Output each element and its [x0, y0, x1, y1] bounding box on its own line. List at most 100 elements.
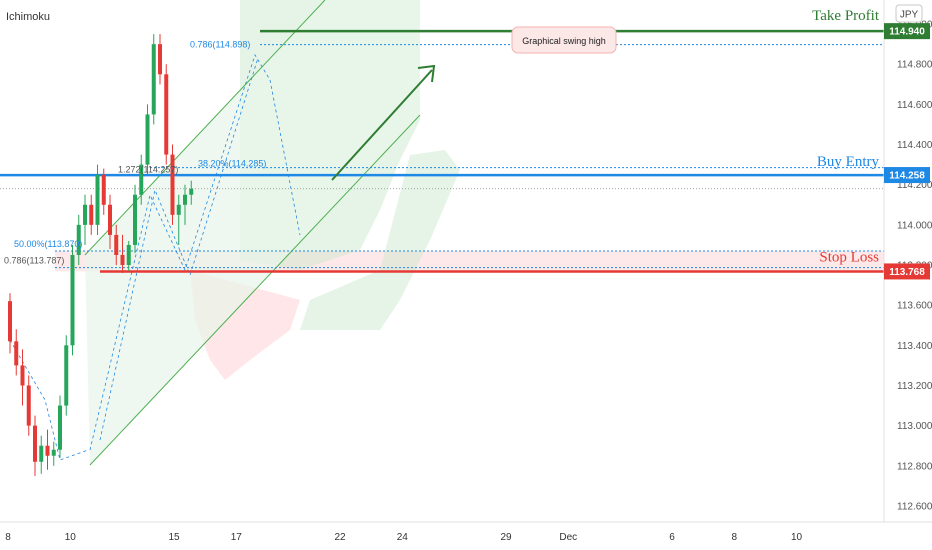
candle	[58, 395, 62, 458]
candle	[133, 184, 137, 253]
candle	[83, 194, 87, 245]
y-tick-label: 113.400	[897, 341, 932, 352]
candle-body	[64, 345, 69, 406]
candle-body	[76, 224, 81, 255]
fib-drawing-lines	[9, 54, 301, 461]
x-tick-label: 22	[334, 532, 346, 543]
y-tick-label: 112.600	[897, 501, 932, 512]
candle-body	[83, 204, 87, 225]
candle	[39, 435, 44, 474]
candle	[189, 180, 194, 205]
x-tick-label: Dec	[559, 532, 577, 543]
candle	[64, 335, 69, 416]
candle	[14, 329, 19, 376]
y-axis[interactable]: 115.000114.800114.600114.400114.200114.0…	[883, 0, 932, 522]
fib-label: 38.20%(114.285)	[198, 159, 266, 169]
x-tick-label: 6	[669, 532, 675, 543]
candle	[95, 164, 100, 235]
candle-body	[151, 44, 156, 115]
candle-body	[183, 194, 187, 205]
candles	[8, 34, 194, 476]
candle	[170, 144, 175, 225]
x-tick-label: 10	[65, 532, 77, 543]
candle	[158, 34, 162, 85]
candle-body	[8, 301, 12, 342]
fib-dashed-path-2	[99, 57, 259, 441]
candle	[151, 34, 156, 125]
candle-body	[133, 194, 137, 245]
y-tick-label: 113.000	[897, 421, 932, 432]
channel-lower-line	[89, 114, 421, 466]
indicator-label: Ichimoku	[6, 11, 50, 23]
x-tick-label: 15	[168, 532, 180, 543]
stop-loss-label: Stop Loss	[819, 249, 879, 265]
x-tick-label: 17	[231, 532, 243, 543]
candle-body	[108, 204, 112, 235]
candle-body	[26, 385, 31, 426]
candle	[126, 240, 131, 272]
currency-badge[interactable]: JPY	[895, 4, 923, 23]
candle	[139, 154, 144, 205]
regression-channel	[84, 0, 421, 466]
stop-loss-price-tag	[884, 263, 930, 280]
candle-body	[58, 405, 62, 450]
candle	[145, 104, 150, 175]
candle-body	[20, 365, 25, 386]
y-tick-label: 114.000	[897, 220, 932, 231]
y-tick-label: 113.600	[897, 301, 932, 312]
candle-body	[145, 114, 150, 165]
currency-label: JPY	[900, 10, 919, 21]
channel-fill	[85, 0, 420, 465]
cloud-green-mid	[300, 150, 460, 330]
candle	[20, 349, 25, 406]
candle-body	[189, 188, 194, 195]
candle	[45, 429, 50, 470]
level-lines	[0, 29, 884, 273]
fib-labels: 0.786(114.898) 1.272(114.257) 38.20%(114.2…	[4, 40, 266, 266]
candle-body	[33, 425, 37, 462]
level-labels: Take Profit Buy Entry Stop Loss	[812, 8, 880, 265]
candle-body	[70, 254, 75, 346]
candle	[8, 293, 12, 354]
candle-body	[170, 154, 175, 215]
candle	[70, 244, 75, 356]
candle	[51, 441, 56, 466]
candle	[101, 168, 106, 215]
take-profit-label: Take Profit	[812, 8, 880, 24]
candle	[114, 224, 119, 266]
candle	[120, 234, 125, 274]
y-tick-label: 112.800	[897, 461, 932, 472]
candle	[176, 194, 181, 245]
candle-body	[45, 445, 50, 456]
candle	[26, 375, 31, 436]
take-profit-price-tag	[884, 23, 930, 40]
candle-body	[114, 234, 119, 255]
candle-body	[39, 445, 44, 462]
candle-body	[101, 174, 106, 205]
y-tick-label: 114.600	[897, 100, 932, 111]
y-tick-label: 114.400	[897, 140, 932, 151]
projection-arrow	[331, 64, 436, 181]
fib-label: 50.00%(113.870)	[14, 239, 82, 249]
take-profit-price-text: 114.940	[889, 27, 925, 38]
candle	[89, 194, 94, 235]
fib-dashed-path-3	[9, 339, 89, 461]
candle	[76, 214, 81, 266]
candle-body	[89, 204, 94, 225]
stop-loss-price-text: 113.768	[889, 267, 925, 278]
buy-entry-label: Buy Entry	[817, 154, 880, 170]
y-tick-label: 114.200	[897, 180, 932, 191]
y-tick-label: 114.800	[897, 60, 932, 71]
swing-high-callout: Graphical swing high	[511, 26, 617, 54]
callout-text: Graphical swing high	[522, 36, 606, 46]
candle-body	[95, 174, 100, 225]
x-tick-label: 8	[731, 532, 737, 543]
candle-body	[164, 74, 169, 155]
candle	[183, 184, 187, 225]
candle	[33, 415, 37, 476]
x-axis[interactable]: 8 10 15 17 22 24 29 Dec 6 8 10	[0, 521, 932, 543]
fib-dashed-path-1	[89, 54, 301, 451]
candle-body	[139, 164, 144, 195]
fib-label: 0.786(113.787)	[4, 256, 64, 266]
